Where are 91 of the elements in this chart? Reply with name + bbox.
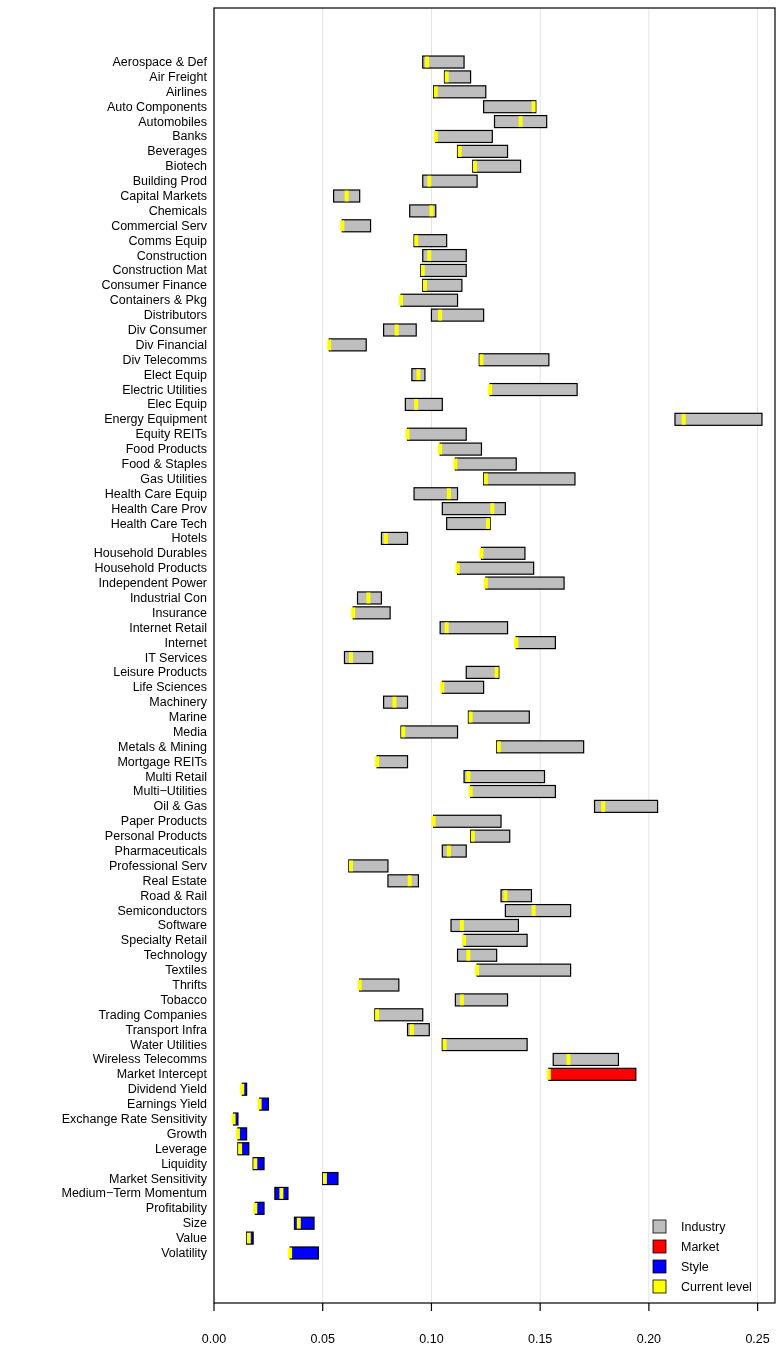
y-tick-label: Elect Equip xyxy=(143,367,208,382)
y-tick-label: Water Utilities xyxy=(130,1037,207,1052)
y-tick-label: Semiconductors xyxy=(117,903,207,918)
y-tick-label: Pharmaceuticals xyxy=(114,844,207,859)
y-tick-label: Market Sensitivity xyxy=(109,1171,208,1186)
y-tick-label: Health Care Tech xyxy=(110,516,208,531)
y-tick-label: Machinery xyxy=(149,695,208,710)
y-tick-label: Paper Products xyxy=(120,814,207,829)
y-tick-label: Airlines xyxy=(166,84,207,99)
x-tick-label: 0.00 xyxy=(201,1332,227,1346)
y-tick-label: Div Financial xyxy=(135,337,207,352)
y-tick-label: Biotech xyxy=(165,159,208,174)
y-tick-label: Leverage xyxy=(154,1141,208,1156)
y-tick-label: Insurance xyxy=(152,605,208,620)
x-tick-label: 0.25 xyxy=(745,1332,770,1346)
y-tick-label: Household Durables xyxy=(93,546,207,561)
y-tick-label: Hotels xyxy=(171,531,207,546)
x-tick-label: 0.15 xyxy=(527,1332,553,1346)
y-tick-label: Div Consumer xyxy=(127,323,207,337)
y-tick-label: Health Care Prov xyxy=(111,501,208,516)
y-tick-label: Thrifts xyxy=(172,978,207,993)
y-tick-label: Liquidity xyxy=(161,1156,208,1171)
y-tick-label: Dividend Yield xyxy=(127,1082,208,1097)
legend-label: Market xyxy=(681,1239,720,1254)
legend-label: Industry xyxy=(681,1219,727,1234)
y-tick-label: Building Prod xyxy=(132,174,208,189)
x-tick-label: 0.05 xyxy=(310,1332,335,1346)
y-tick-label: Containers & Pkg xyxy=(109,293,208,308)
y-tick-label: Multi Retail xyxy=(145,769,207,784)
y-tick-label: Software xyxy=(157,918,208,933)
y-tick-label: Div Telecomms xyxy=(122,352,207,367)
y-tick-label: Size xyxy=(182,1216,208,1231)
y-tick-label: Personal Products xyxy=(104,829,207,844)
y-tick-label: Construction Mat xyxy=(112,263,208,278)
y-tick-label: Value xyxy=(175,1231,208,1246)
y-tick-label: Chemicals xyxy=(148,203,207,218)
y-tick-label: Beverages xyxy=(147,144,207,159)
y-tick-label: Medium−Term Momentum xyxy=(61,1186,207,1201)
y-tick-label: Consumer Finance xyxy=(101,278,208,293)
y-tick-label: Multi−Utilities xyxy=(133,784,207,799)
legend-label: Current level xyxy=(681,1279,752,1294)
y-tick-label: Road & Rail xyxy=(140,888,207,903)
y-tick-label: Technology xyxy=(143,948,208,963)
y-tick-label: Textiles xyxy=(165,963,207,978)
y-tick-label: Specialty Retail xyxy=(120,933,207,948)
y-tick-label: Growth xyxy=(166,1126,208,1141)
y-tick-label: Wireless Telecomms xyxy=(92,1052,207,1067)
y-tick-label: Volatility xyxy=(161,1245,208,1260)
y-tick-label: Real Estate xyxy=(142,873,208,888)
y-tick-label: Transport Infra xyxy=(125,1022,208,1037)
y-tick-label: Food & Staples xyxy=(121,456,207,471)
y-tick-label: Health Care Equip xyxy=(104,486,208,501)
y-tick-label: Oil & Gas xyxy=(153,799,207,814)
y-tick-label: IT Services xyxy=(144,650,207,665)
y-tick-label: Air Freight xyxy=(149,69,208,84)
y-tick-label: Life Sciences xyxy=(132,680,207,695)
y-tick-label: Food Products xyxy=(125,442,207,457)
y-tick-label: Leisure Products xyxy=(113,665,207,680)
y-tick-label: Capital Markets xyxy=(120,189,207,204)
y-tick-label: Market Intercept xyxy=(116,1067,208,1082)
y-tick-label: Distributors xyxy=(143,308,207,323)
y-tick-label: Construction xyxy=(136,248,208,263)
y-tick-label: Professional Serv xyxy=(109,858,208,873)
y-tick-label: Household Products xyxy=(94,561,207,576)
y-tick-label: Earnings Yield xyxy=(127,1097,208,1112)
y-tick-label: Auto Components xyxy=(106,99,207,114)
x-tick-label: 0.20 xyxy=(636,1332,662,1346)
y-tick-label: Profitability xyxy=(145,1201,208,1216)
y-tick-label: Aerospace & Def xyxy=(112,55,208,70)
y-tick-label: Industrial Con xyxy=(129,590,208,605)
y-tick-label: Gas Utilities xyxy=(140,471,207,486)
y-tick-label: Banks xyxy=(172,129,207,144)
y-tick-label: Comms Equip xyxy=(128,233,208,248)
y-tick-label: Media xyxy=(172,724,208,739)
y-tick-label: Exchange Rate Sensitivity xyxy=(61,1112,208,1126)
y-tick-label: Internet Retail xyxy=(129,620,207,635)
y-tick-label: Mortgage REITs xyxy=(117,754,207,769)
y-tick-label: Electric Utilities xyxy=(122,382,207,397)
y-tick-label: Automobiles xyxy=(138,114,207,129)
legend-label: Style xyxy=(681,1259,709,1274)
y-tick-label: Metals & Mining xyxy=(118,739,208,754)
y-tick-label: Trading Companies xyxy=(98,1007,207,1022)
y-tick-label: Equity REITs xyxy=(135,427,207,442)
y-tick-label: Independent Power xyxy=(98,576,207,591)
y-tick-label: Internet xyxy=(164,635,208,650)
y-tick-label: Marine xyxy=(168,710,208,725)
y-tick-label: Commercial Serv xyxy=(111,218,208,233)
y-tick-label: Energy Equipment xyxy=(104,412,208,427)
y-tick-label: Tobacco xyxy=(160,992,208,1007)
y-tick-label: Elec Equip xyxy=(147,397,208,412)
x-tick-label: 0.10 xyxy=(419,1332,444,1346)
